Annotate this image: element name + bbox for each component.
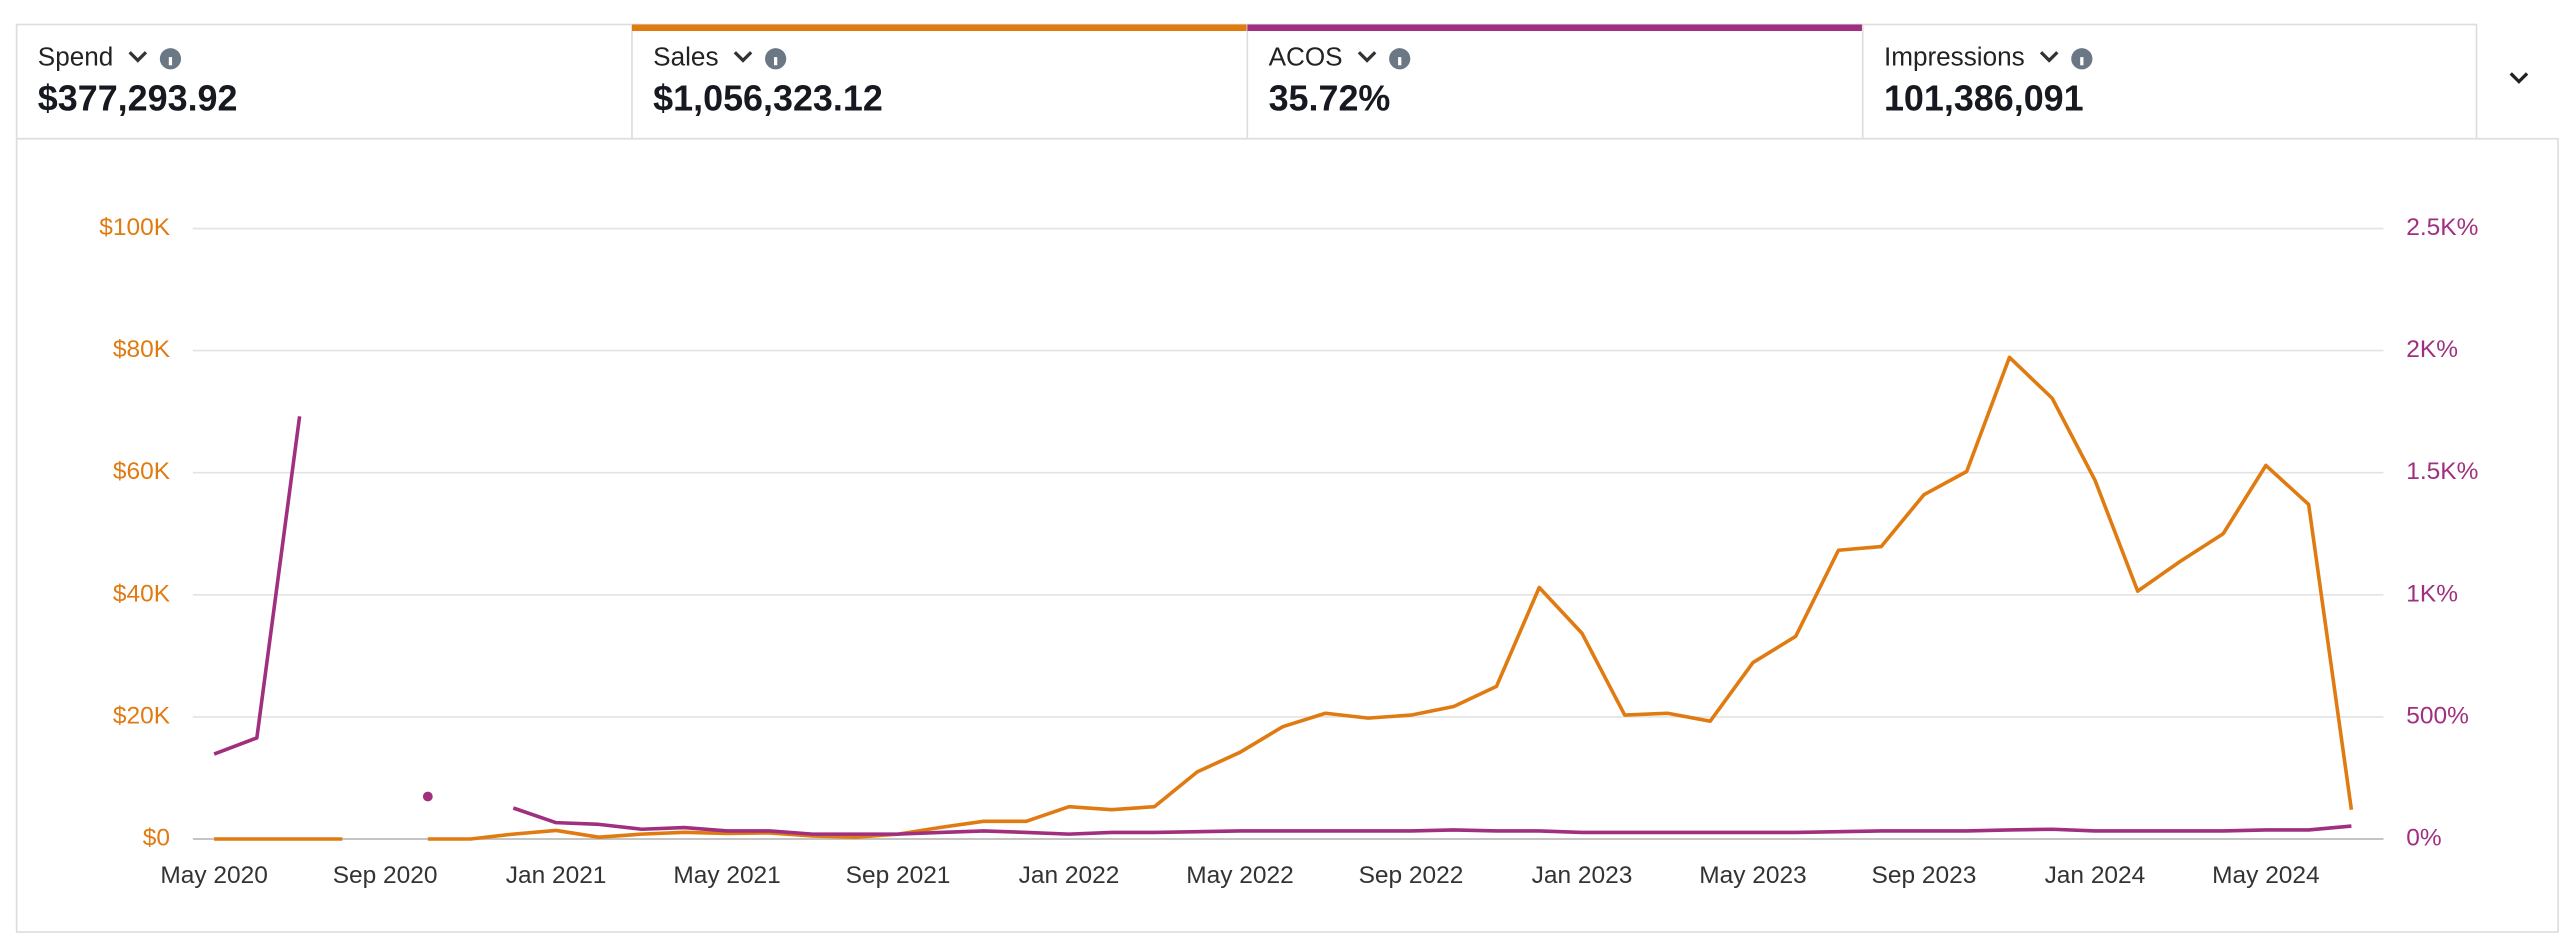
metric-value: $377,293.92 bbox=[38, 78, 238, 119]
dropdown-chevron[interactable] bbox=[733, 51, 753, 63]
y-tick-label: $100K bbox=[99, 214, 170, 241]
metric-value: 101,386,091 bbox=[1884, 78, 2084, 119]
metric-label[interactable]: ACOS bbox=[1269, 42, 1343, 72]
expand-button[interactable] bbox=[2509, 72, 2529, 84]
y2-tick-label: 2.5K% bbox=[2406, 214, 2478, 241]
y-tick-label: $0 bbox=[143, 824, 170, 851]
info-icon-glyph bbox=[168, 57, 173, 66]
x-tick-label: May 2023 bbox=[1699, 862, 1806, 889]
dropdown-chevron[interactable] bbox=[128, 51, 148, 63]
y2-tick-label: 0% bbox=[2406, 824, 2441, 851]
info-icon-glyph bbox=[774, 57, 778, 66]
x-tick-label: May 2020 bbox=[160, 862, 267, 889]
y-tick-label: $60K bbox=[113, 458, 171, 485]
x-tick-label: Sep 2021 bbox=[846, 862, 951, 889]
x-tick-label: Jan 2023 bbox=[1532, 862, 1633, 889]
metric-label[interactable]: Impressions bbox=[1884, 42, 2025, 72]
metric-value: 35.72% bbox=[1269, 78, 1391, 119]
info-icon-glyph bbox=[2080, 57, 2084, 66]
x-tick-label: Sep 2023 bbox=[1872, 862, 1977, 889]
x-tick-label: Jan 2022 bbox=[1019, 862, 1120, 889]
chart-panel bbox=[15, 137, 2559, 933]
card-accent bbox=[631, 24, 1248, 32]
series-line bbox=[512, 806, 2352, 836]
x-tick-label: May 2022 bbox=[1186, 862, 1293, 889]
y2-tick-label: 2K% bbox=[2406, 336, 2458, 363]
y-tick-label: $80K bbox=[113, 336, 171, 363]
series-line bbox=[427, 355, 2354, 841]
series-line bbox=[213, 416, 302, 756]
info-icon-glyph bbox=[1398, 57, 1402, 66]
metric-label[interactable]: Sales bbox=[653, 42, 718, 72]
y2-tick-label: 1K% bbox=[2406, 580, 2458, 607]
y2-tick-label: 500% bbox=[2406, 702, 2469, 729]
dropdown-chevron[interactable] bbox=[1357, 51, 1377, 63]
card-accent bbox=[1247, 24, 1863, 32]
x-tick-label: Jan 2024 bbox=[2045, 862, 2146, 889]
metric-label[interactable]: Spend bbox=[38, 42, 113, 72]
data-point bbox=[422, 791, 433, 802]
y-tick-label: $40K bbox=[113, 580, 171, 607]
dropdown-chevron[interactable] bbox=[2039, 51, 2059, 63]
x-tick-label: Jan 2021 bbox=[506, 862, 607, 889]
x-tick-label: May 2021 bbox=[673, 862, 780, 889]
x-tick-label: Sep 2020 bbox=[333, 862, 438, 889]
y2-tick-label: 1.5K% bbox=[2406, 458, 2478, 485]
x-tick-label: May 2024 bbox=[2212, 862, 2319, 889]
x-tick-label: Sep 2022 bbox=[1359, 862, 1464, 889]
y-tick-label: $20K bbox=[113, 702, 171, 729]
metric-value: $1,056,323.12 bbox=[653, 78, 883, 119]
